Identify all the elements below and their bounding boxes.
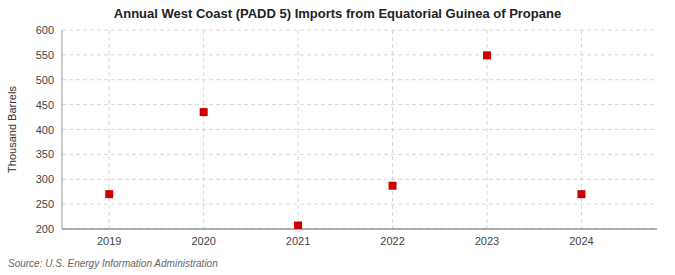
x-axis-line	[62, 229, 657, 230]
y-grid-line	[62, 54, 657, 55]
y-tick-label: 600	[36, 24, 54, 36]
y-grid-line	[62, 104, 657, 105]
y-grid-line	[62, 204, 657, 205]
y-tick-label: 300	[36, 173, 54, 185]
y-tick-label: 450	[36, 99, 54, 111]
x-tick-label: 2020	[191, 235, 215, 247]
y-grid-line	[62, 30, 657, 31]
y-axis-line	[62, 30, 63, 229]
y-grid-line	[62, 129, 657, 130]
x-tick-label: 2021	[286, 235, 310, 247]
chart-svg: Annual West Coast (PADD 5) Imports from …	[0, 0, 675, 275]
y-tick-label: 200	[36, 223, 54, 235]
y-grid-line	[62, 179, 657, 180]
y-grid-line	[62, 154, 657, 155]
y-grid-line	[62, 229, 657, 230]
x-tick-label: 2022	[380, 235, 404, 247]
x-grid-line	[109, 30, 110, 229]
y-tick-label: 350	[36, 148, 54, 160]
y-grid-line	[62, 79, 657, 80]
x-grid-line	[581, 30, 582, 229]
point	[294, 222, 302, 229]
y-tick-label: 250	[36, 198, 54, 210]
x-tick-label: 2023	[475, 235, 499, 247]
x-tick-label: 2019	[97, 235, 121, 247]
point	[389, 182, 397, 190]
x-grid-line	[392, 30, 393, 229]
grid	[62, 30, 657, 229]
x-grid-line	[487, 30, 488, 229]
chart-title: Annual West Coast (PADD 5) Imports from …	[114, 6, 561, 21]
y-tick-label: 500	[36, 74, 54, 86]
point	[200, 108, 208, 116]
point	[105, 190, 113, 198]
y-tick-label: 400	[36, 124, 54, 136]
points	[105, 51, 585, 229]
x-grid-line	[203, 30, 204, 229]
y-tick-label: 550	[36, 49, 54, 61]
axes: 200 250 300 350 400 450 500 550 600 2019 2020 2021 2…	[36, 24, 657, 247]
point	[483, 51, 491, 59]
point	[577, 190, 585, 198]
x-tick-label: 2024	[569, 235, 593, 247]
chart-container: Annual West Coast (PADD 5) Imports from …	[0, 0, 675, 275]
x-grid-line	[298, 30, 299, 229]
y-axis-label: Thousand Barrels	[6, 86, 18, 173]
source-note: Source: U.S. Energy Information Administ…	[8, 258, 218, 269]
